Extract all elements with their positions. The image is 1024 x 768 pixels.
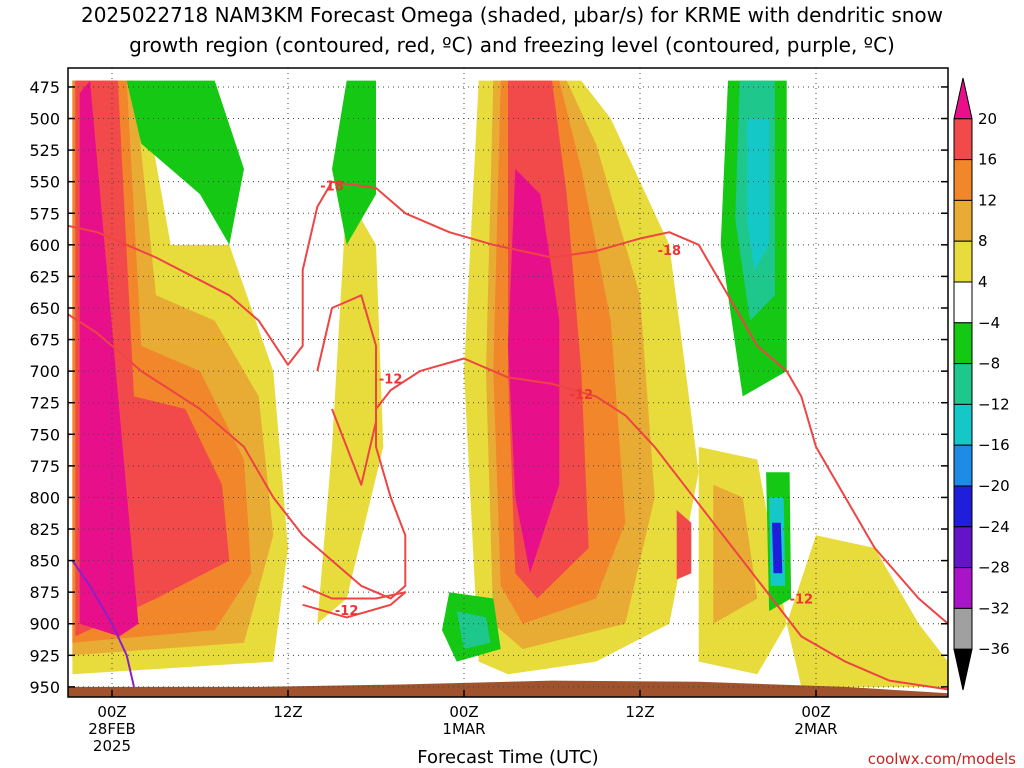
colorbar-swatch xyxy=(953,77,973,120)
contour-line-1 xyxy=(68,313,948,691)
colorbar-swatch xyxy=(953,526,973,569)
contour-line-0 xyxy=(68,180,948,625)
y-tick-label: 850 xyxy=(29,552,60,571)
x-tick-label: 1MAR xyxy=(442,720,485,738)
contour-label: -18 xyxy=(658,244,682,259)
contour-label: -12 xyxy=(335,604,359,619)
omega-region-24 xyxy=(772,522,783,574)
colorbar-swatch xyxy=(953,485,973,528)
y-tick-label: 600 xyxy=(29,236,60,255)
contour-label: -12 xyxy=(570,388,594,403)
omega-region-18 xyxy=(456,611,491,649)
y-tick-label: 650 xyxy=(29,299,60,318)
chart-title-line2: growth region (contoured, red, ºC) and f… xyxy=(129,33,895,57)
colorbar-swatch xyxy=(953,322,973,365)
omega-region-13 xyxy=(676,510,692,580)
y-tick-label: 475 xyxy=(29,78,60,97)
y-tick-label: 900 xyxy=(29,615,60,634)
x-tick-label: 12Z xyxy=(273,703,302,721)
x-tick-label: 00Z xyxy=(801,703,830,721)
x-tick-label: 12Z xyxy=(625,703,654,721)
colorbar-swatch xyxy=(953,607,973,650)
colorbar-swatch xyxy=(953,403,973,446)
x-tick-label: 00Z xyxy=(97,703,126,721)
y-tick-label: 675 xyxy=(29,331,60,350)
y-tick-label: 525 xyxy=(29,141,60,160)
omega-region-15 xyxy=(126,80,244,245)
omega-region-10 xyxy=(317,194,384,624)
y-tick-label: 625 xyxy=(29,267,60,286)
plot-frame xyxy=(67,67,949,698)
x-tick-label: 28FEB xyxy=(88,720,135,738)
gridlines xyxy=(68,68,948,697)
colorbar-level-label: −8 xyxy=(978,355,1000,373)
omega-region-14 xyxy=(786,535,948,687)
y-tick-label: 750 xyxy=(29,425,60,444)
colorbar-level-label: 12 xyxy=(978,191,997,209)
colorbar-level-label: −4 xyxy=(978,314,1000,332)
omega-region-16 xyxy=(332,80,376,245)
colorbar-level-label: −16 xyxy=(978,436,1010,454)
colorbar-level-label: 8 xyxy=(978,232,988,250)
colorbar-level-label: −36 xyxy=(978,640,1010,658)
y-tick-label: 775 xyxy=(29,457,60,476)
colorbar-swatch xyxy=(953,159,973,201)
contour-label: -12 xyxy=(790,592,814,607)
colorbar-swatch xyxy=(953,363,973,405)
colorbar-legend: 20 16 12 8 4 −4 −8 −12 −16 −20 −24 −28 −32 −36 xyxy=(953,77,1010,691)
x-tick-label: 2025 xyxy=(93,737,131,755)
omega-region-12 xyxy=(713,484,758,624)
colorbar-level-label: −32 xyxy=(978,599,1010,617)
contour-label: -12 xyxy=(379,373,403,388)
contour-line-4 xyxy=(71,560,135,688)
colorbar-level-label: −28 xyxy=(978,559,1010,577)
x-axis-label: Forecast Time (UTC) xyxy=(417,747,598,768)
y-tick-label: 700 xyxy=(29,362,60,381)
colorbar-level-label: −12 xyxy=(978,395,1010,413)
colorbar-swatch xyxy=(953,444,973,487)
colorbar-swatch xyxy=(953,199,973,242)
y-tick-label: 825 xyxy=(29,520,60,539)
credit-text: coolwx.com/models xyxy=(868,750,1016,768)
contour-line-2 xyxy=(316,294,377,486)
y-tick-label: 925 xyxy=(29,646,60,665)
x-tick-label: 00Z xyxy=(449,703,478,721)
y-tick-label: 500 xyxy=(29,110,60,129)
omega-region-21 xyxy=(747,118,770,271)
y-tick-label: 800 xyxy=(29,488,60,507)
colorbar-swatch xyxy=(953,567,973,609)
colorbar-level-label: 20 xyxy=(978,110,997,128)
y-tick-label: 725 xyxy=(29,394,60,413)
x-tick-label: 2MAR xyxy=(794,720,837,738)
colorbar-swatch xyxy=(953,240,973,283)
y-tick-label: 575 xyxy=(29,204,60,223)
colorbar-level-label: −20 xyxy=(978,477,1010,495)
colorbar-level-label: −24 xyxy=(978,518,1010,536)
colorbar-swatch xyxy=(953,281,973,324)
y-tick-label: 875 xyxy=(29,583,60,602)
contour-line-3 xyxy=(302,584,407,619)
colorbar-level-label: 16 xyxy=(978,151,997,169)
chart-title-line1: 2025022718 NAM3KM Forecast Omega (shaded… xyxy=(81,3,943,27)
y-tick-label: 950 xyxy=(29,678,60,697)
y-axis-ticks: 475 500 525 550 575 600 625 650 675 700 725 750 775 8… xyxy=(29,78,948,697)
colorbar-swatch xyxy=(953,648,973,691)
temperature-contours: -18 -18 -12 -12 -12 -12 xyxy=(68,179,948,691)
colorbar-level-label: 4 xyxy=(978,273,988,291)
colorbar-swatch xyxy=(953,118,973,161)
contour-label: -18 xyxy=(320,179,344,194)
y-tick-label: 550 xyxy=(29,173,60,192)
